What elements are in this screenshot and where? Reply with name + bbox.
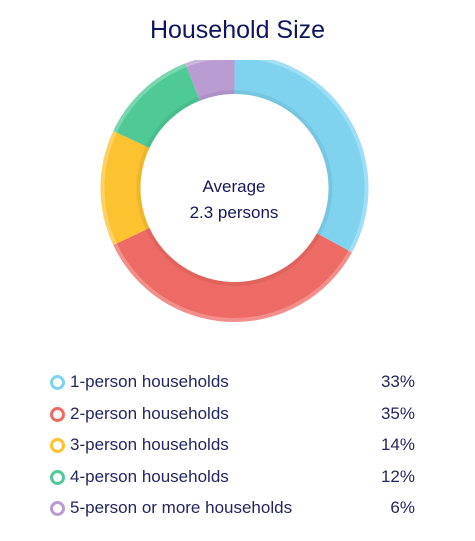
legend-value: 12% xyxy=(380,466,415,486)
legend-item: 2-person households 35% xyxy=(50,399,415,431)
legend: 1-person households 33% 2-person household… xyxy=(50,367,415,525)
donut-slice-4 xyxy=(113,63,200,148)
legend-label: 3-person households xyxy=(70,435,229,454)
donut-chart-area xyxy=(0,60,475,350)
legend-label: 4-person households xyxy=(70,466,229,486)
legend-marker xyxy=(50,469,65,485)
legend-value: 35% xyxy=(380,403,415,423)
center-label-line-2: 2.3 persons xyxy=(189,203,279,222)
legend-value: 6% xyxy=(390,498,415,517)
legend-marker xyxy=(50,406,65,422)
donut-slice-3 xyxy=(100,130,150,246)
donut-highlight-ring xyxy=(100,60,369,322)
chart-title: Household Size xyxy=(149,16,326,44)
donut-inner-shade-ring xyxy=(136,90,333,286)
legend-marker xyxy=(50,501,65,516)
center-label-line-1: Average xyxy=(202,177,266,196)
donut-chart xyxy=(100,60,369,322)
legend-label: 5-person or more households xyxy=(70,498,293,517)
legend-value: 33% xyxy=(380,372,415,391)
legend-label: 1-person households xyxy=(70,372,229,391)
donut-slice-2 xyxy=(113,228,352,322)
legend-label: 2-person households xyxy=(70,403,229,423)
legend-value: 14% xyxy=(380,435,415,454)
donut-slice-1 xyxy=(234,60,369,253)
donut-center-label: Average 2.3 persons xyxy=(134,174,334,226)
legend-marker xyxy=(50,438,65,453)
donut-slice-5 xyxy=(185,60,235,101)
legend-item: 5-person or more households 6% xyxy=(50,493,415,525)
legend-item: 4-person households 12% xyxy=(50,462,415,494)
legend-item: 3-person households 14% xyxy=(50,430,415,462)
legend-marker xyxy=(50,375,65,390)
legend-item: 1-person households 33% xyxy=(50,367,415,399)
